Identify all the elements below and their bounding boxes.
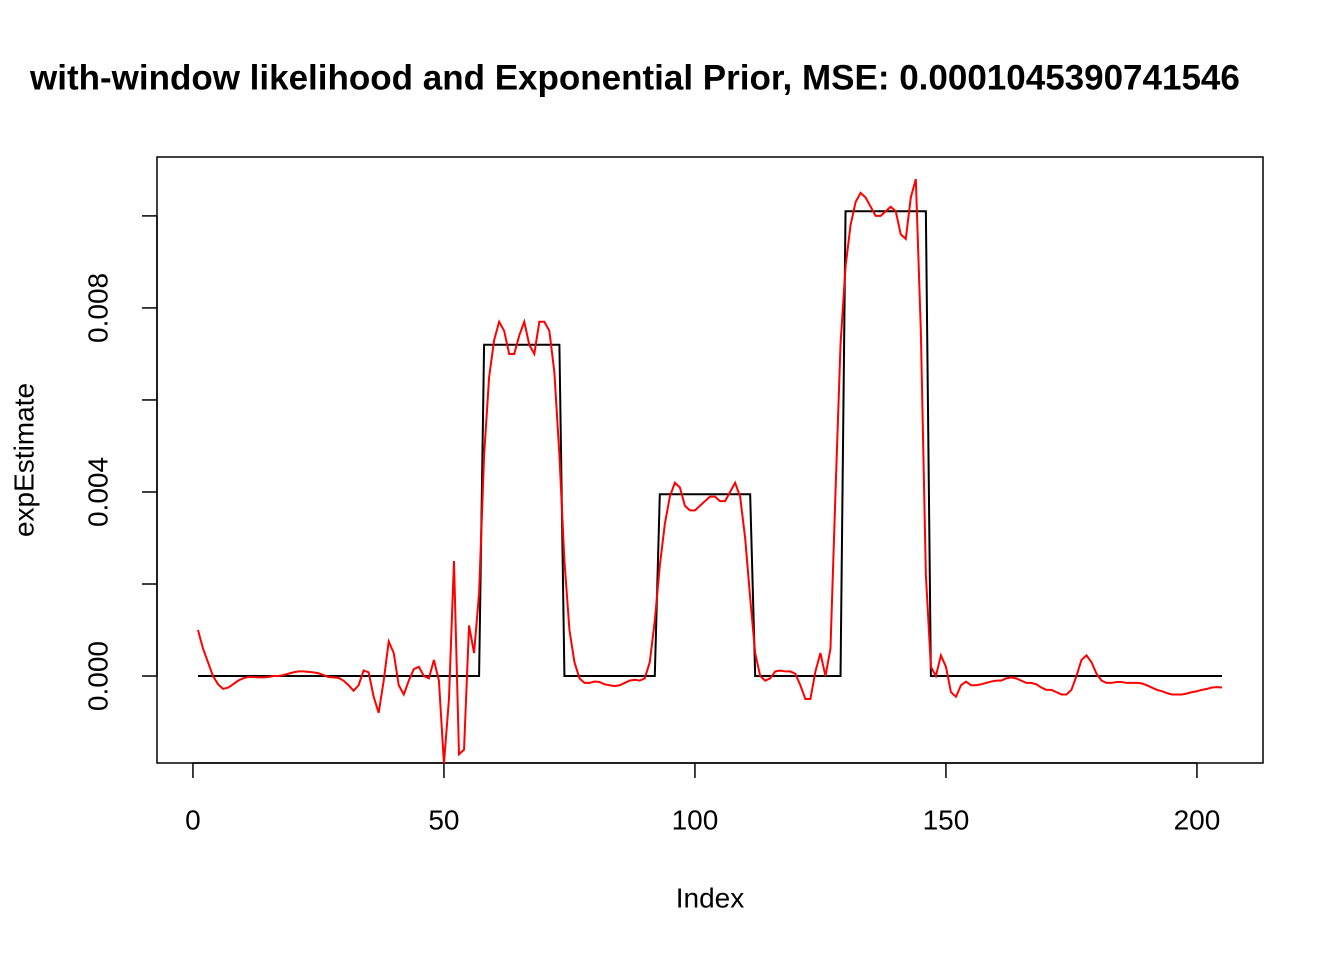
x-tick-label: 200 bbox=[1174, 804, 1221, 835]
y-tick-label: 0.008 bbox=[82, 273, 113, 343]
y-tick-label: 0.000 bbox=[82, 641, 113, 711]
y-axis-label: expEstimate bbox=[8, 383, 39, 537]
plot-frame bbox=[156, 156, 1264, 764]
x-tick-label: 50 bbox=[428, 804, 459, 835]
x-tick-label: 0 bbox=[185, 804, 201, 835]
chart-title: with-window likelihood and Exponential P… bbox=[29, 58, 1240, 97]
x-tick-label: 150 bbox=[923, 804, 970, 835]
x-tick-label: 100 bbox=[672, 804, 719, 835]
x-axis-label: Index bbox=[676, 882, 745, 913]
series-line bbox=[197, 210, 1223, 678]
y-tick-label: 0.004 bbox=[82, 457, 113, 527]
series-line bbox=[196, 178, 1223, 764]
